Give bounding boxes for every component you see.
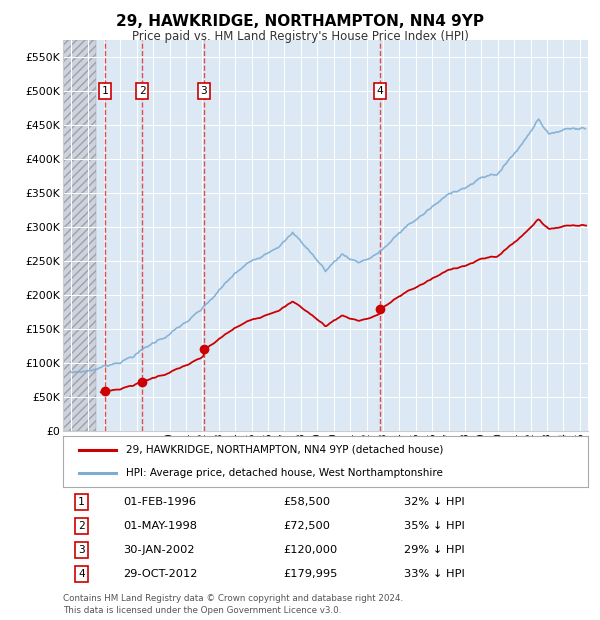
Text: 35% ↓ HPI: 35% ↓ HPI [404,521,465,531]
Text: 2: 2 [78,521,85,531]
Text: HPI: Average price, detached house, West Northamptonshire: HPI: Average price, detached house, West… [126,468,443,478]
Text: £72,500: £72,500 [284,521,331,531]
Text: 29, HAWKRIDGE, NORTHAMPTON, NN4 9YP: 29, HAWKRIDGE, NORTHAMPTON, NN4 9YP [116,14,484,29]
Text: 29% ↓ HPI: 29% ↓ HPI [404,545,465,555]
Text: 3: 3 [200,86,207,96]
Text: 29, HAWKRIDGE, NORTHAMPTON, NN4 9YP (detached house): 29, HAWKRIDGE, NORTHAMPTON, NN4 9YP (det… [126,445,443,454]
Text: 30-JAN-2002: 30-JAN-2002 [124,545,195,555]
Text: 4: 4 [377,86,383,96]
Text: 29-OCT-2012: 29-OCT-2012 [124,569,198,579]
Text: 1: 1 [102,86,109,96]
Text: 32% ↓ HPI: 32% ↓ HPI [404,497,465,507]
Text: 4: 4 [78,569,85,579]
Text: 1: 1 [78,497,85,507]
Text: 2: 2 [139,86,146,96]
Text: £179,995: £179,995 [284,569,338,579]
Bar [63,40,96,431]
Text: 3: 3 [78,545,85,555]
Text: 01-FEB-1996: 01-FEB-1996 [124,497,196,507]
Text: Contains HM Land Registry data © Crown copyright and database right 2024.
This d: Contains HM Land Registry data © Crown c… [63,594,403,615]
Bar [63,40,96,431]
Text: 01-MAY-1998: 01-MAY-1998 [124,521,197,531]
Text: 33% ↓ HPI: 33% ↓ HPI [404,569,465,579]
Text: Price paid vs. HM Land Registry's House Price Index (HPI): Price paid vs. HM Land Registry's House … [131,30,469,43]
Text: £120,000: £120,000 [284,545,338,555]
Text: £58,500: £58,500 [284,497,331,507]
